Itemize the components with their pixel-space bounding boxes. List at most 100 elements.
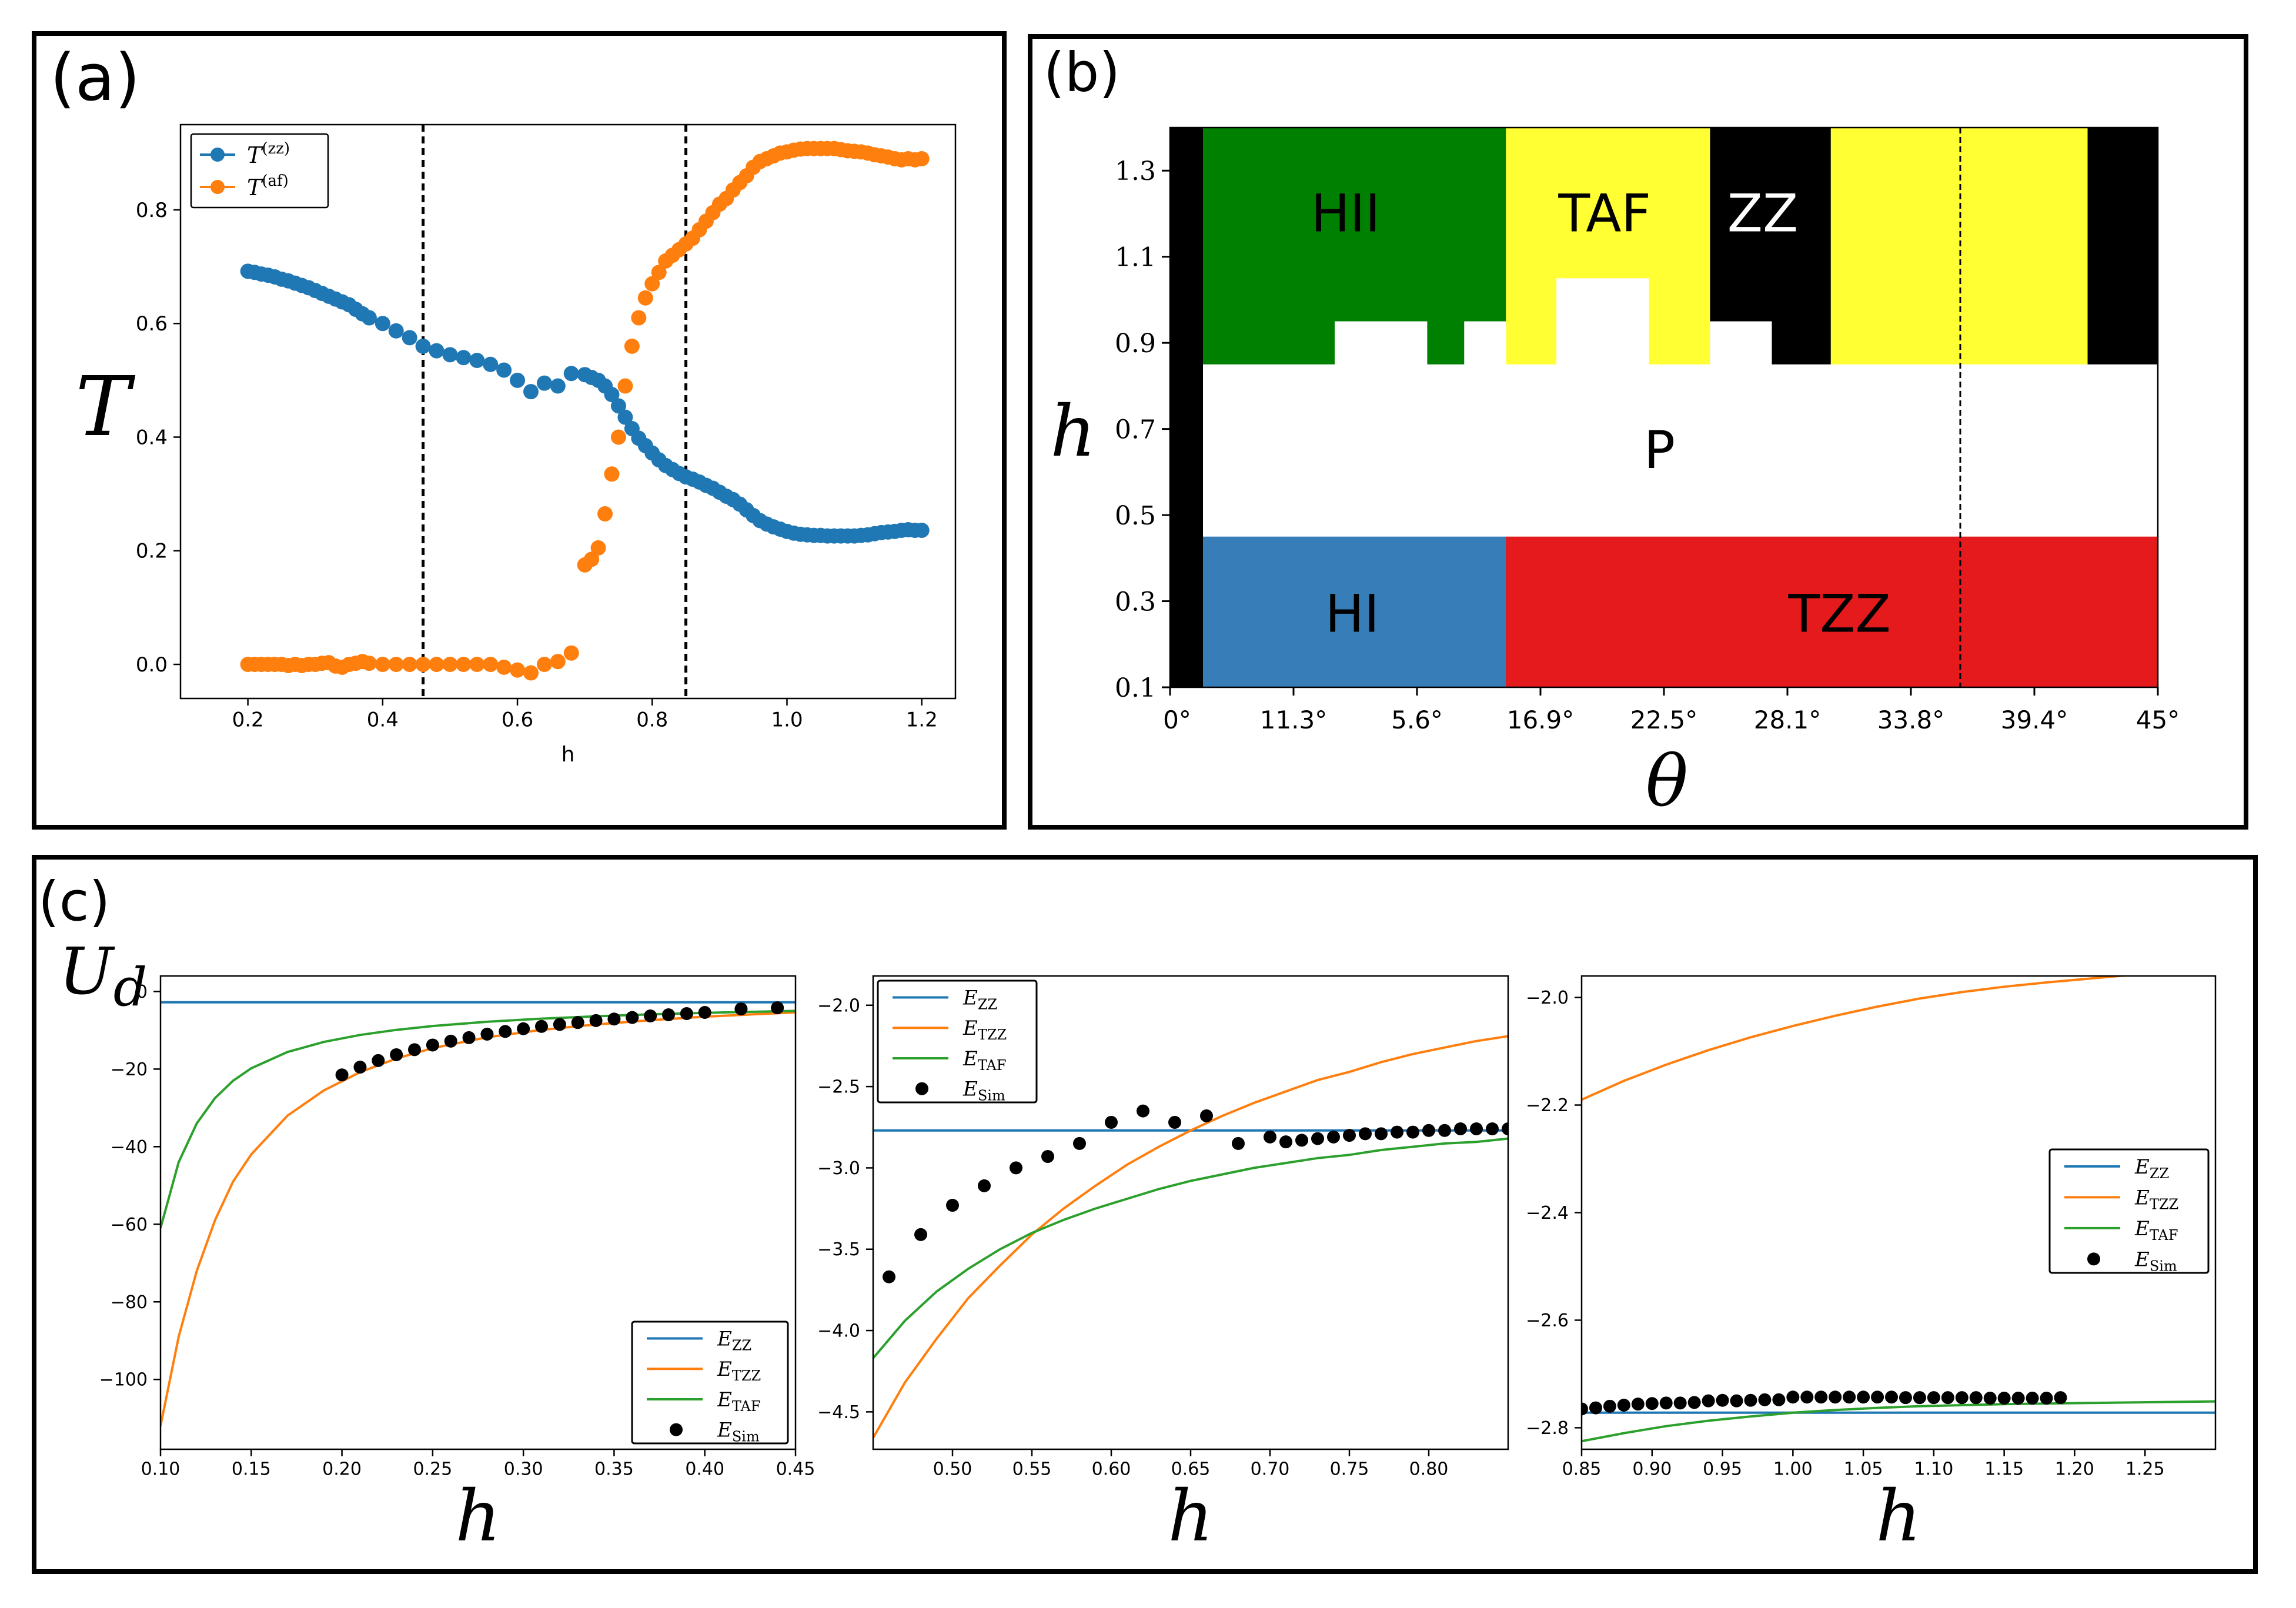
series-line-taf: [873, 1137, 1508, 1359]
sim-data-point: [1772, 1393, 1786, 1406]
y-tick-label: −4.5: [817, 1402, 860, 1423]
y-tick-label: −2.6: [1526, 1311, 1569, 1331]
sim-data-point: [644, 1009, 657, 1022]
sim-data-point: [1786, 1390, 1800, 1404]
data-point-tzz: [617, 409, 633, 425]
panel-a-label: (a): [50, 40, 140, 115]
legend-box: [2048, 1148, 2210, 1274]
x-tick-label: 0.30: [504, 1459, 543, 1480]
x-tick-label: 1.00: [1773, 1459, 1813, 1480]
data-point-taf: [597, 506, 613, 521]
data-point-taf: [469, 657, 485, 673]
x-tick-label: 1.2: [906, 708, 938, 732]
sim-data-point: [535, 1019, 548, 1033]
y-tick-label: 1.3: [1115, 156, 1156, 186]
sim-data-point: [1438, 1124, 1451, 1137]
data-point-tzz: [388, 323, 404, 339]
data-point-taf: [617, 378, 633, 394]
x-tick-label: 0.95: [1703, 1459, 1742, 1480]
x-tick-label: 0.2: [232, 708, 264, 732]
chart-c3: 0.85 0.90 0.95 1.00 1.05 1.10 1.15 1.20 1.25 −2.0…: [1526, 975, 2217, 1557]
data-point-taf: [442, 657, 458, 673]
sim-data-point: [1327, 1130, 1340, 1144]
legend-box: [877, 979, 1038, 1104]
panel-c-y-axis-label: Ud: [59, 934, 147, 1018]
data-point-taf: [631, 310, 647, 326]
sim-data-point: [883, 1270, 895, 1283]
data-point-taf: [361, 656, 377, 671]
sim-data-point: [426, 1038, 439, 1052]
data-point-taf: [483, 657, 499, 673]
legend-main: E: [2134, 1155, 2150, 1179]
x-tick-label: 11.3°: [1260, 706, 1328, 734]
legend-main: T: [247, 175, 263, 200]
x-tick-label: 33.8°: [1877, 706, 1945, 734]
x-tick-label: 0.20: [322, 1459, 362, 1480]
y-tick-label: 0.4: [136, 426, 168, 449]
legend-label: ESim: [717, 1419, 760, 1445]
legend-main: E: [717, 1388, 732, 1412]
y-tick-label: −3.0: [817, 1158, 860, 1179]
legend-sub: ZZ: [978, 996, 997, 1012]
legend-label: ESim: [2134, 1248, 2177, 1274]
x-tick-label: 5.6°: [1391, 706, 1443, 734]
plot-content: [1582, 976, 2215, 1443]
sim-data-point: [1843, 1390, 1856, 1404]
x-tick-label: 0.55: [1012, 1459, 1052, 1480]
sim-data-point: [1486, 1122, 1499, 1136]
legend-sub: TZZ: [2150, 1196, 2178, 1212]
ylabel-sub: d: [113, 957, 148, 1018]
sim-data-point: [1857, 1390, 1870, 1404]
sim-data-point: [1359, 1127, 1372, 1141]
y-tick-label: −2.0: [817, 995, 860, 1016]
legend-label: ETZZ: [717, 1358, 761, 1384]
data-point-taf: [590, 540, 606, 556]
sim-data-point: [1814, 1390, 1828, 1404]
y-tick-label: −20: [111, 1059, 148, 1080]
sim-data-point: [1589, 1401, 1602, 1415]
x-tick-label: 1.0: [771, 708, 803, 732]
y-tick-label: −3.5: [817, 1239, 860, 1260]
x-axis-label: h: [1168, 1476, 1213, 1557]
legend-main: E: [962, 1078, 978, 1101]
series-line-taf: [161, 1009, 796, 1229]
legend-sup: (af): [262, 172, 288, 190]
x-tick-label: 1.15: [1984, 1459, 2024, 1480]
phase-label: TZZ: [1788, 584, 1891, 644]
data-point-taf: [604, 466, 620, 482]
x-tick-label: 16.9°: [1507, 706, 1575, 734]
legend-label: EZZ: [717, 1327, 751, 1353]
y-tick-label: 0.6: [136, 312, 168, 336]
plot-area: [181, 125, 955, 698]
legend-main: T: [247, 142, 263, 168]
sim-data-point: [589, 1014, 603, 1027]
legend-sub: Sim: [732, 1429, 760, 1445]
data-point-taf: [510, 662, 526, 678]
phase-region: [1203, 364, 2158, 537]
sim-data-point: [1422, 1124, 1435, 1137]
x-tick-label: 0.10: [141, 1459, 181, 1480]
sim-data-point: [1232, 1136, 1245, 1150]
sim-data-point: [1073, 1136, 1086, 1150]
x-tick-label: 0.75: [1330, 1459, 1369, 1480]
data-point-taf: [637, 290, 653, 306]
chart-c1: 0.10 0.15 0.20 0.25 0.30 0.35 0.40 0.45 0 −20 −40 −…: [59, 934, 815, 1557]
data-point-taf: [415, 657, 431, 673]
x-tick-label: 0°: [1163, 706, 1191, 734]
sim-data-point: [914, 1228, 927, 1241]
data-point-tzz: [563, 366, 579, 382]
x-tick-label: 0.15: [232, 1459, 271, 1480]
sim-data-point: [1631, 1398, 1645, 1411]
sim-data-point: [1406, 1125, 1419, 1139]
sim-data-point: [1997, 1392, 2011, 1405]
y-tick-label: −2.8: [1526, 1418, 1569, 1439]
sim-data-point: [1343, 1129, 1356, 1142]
sim-data-point: [553, 1018, 566, 1031]
x-tick-label: 0.50: [933, 1459, 972, 1480]
sim-data-point: [1744, 1393, 1757, 1407]
legend-marker: [210, 148, 225, 162]
sim-data-point: [734, 1002, 748, 1016]
series-line-tzz: [873, 1035, 1508, 1439]
sim-data-point: [2040, 1392, 2053, 1405]
data-point-tzz: [550, 378, 566, 394]
